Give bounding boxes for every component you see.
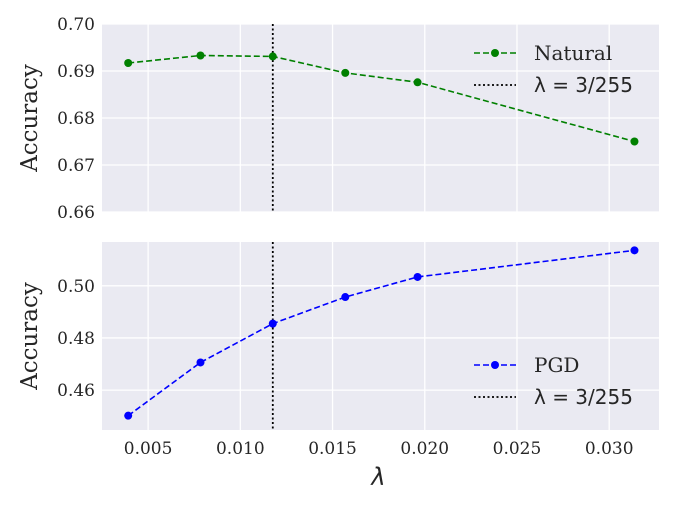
x-tick-label: 0.030: [585, 439, 634, 459]
x-axis-label: λ: [369, 463, 385, 491]
plot-background: [102, 242, 659, 430]
legend-vline-label: λ = 3/255: [534, 385, 633, 409]
legend-series-marker: [491, 361, 499, 369]
legend-series-marker: [491, 49, 499, 57]
data-point: [268, 52, 277, 61]
x-tick-label: 0.015: [308, 439, 357, 459]
data-point: [124, 411, 133, 420]
data-point: [196, 51, 205, 60]
x-tick-label: 0.025: [493, 439, 542, 459]
y-tick-label: 0.66: [57, 203, 95, 223]
data-point: [268, 319, 277, 328]
data-point: [413, 78, 422, 87]
y-axis-label: Accuracy: [17, 282, 43, 391]
x-tick-label: 0.020: [400, 439, 449, 459]
data-point: [196, 358, 205, 367]
x-tick-label: 0.010: [216, 439, 265, 459]
series-line: [128, 54, 635, 143]
panel-natural: 0.66 0.67 0.68 0.69 0.70 Accuracy Natural λ = 3…: [17, 15, 659, 223]
data-point: [124, 59, 133, 68]
y-tick-label: 0.50: [57, 277, 95, 297]
data-point: [630, 137, 639, 146]
legend-series-label: Natural: [534, 41, 612, 65]
y-tick-label: 0.68: [57, 109, 95, 129]
data-point: [630, 246, 639, 255]
series-line: [127, 249, 635, 417]
legend-vline-label: λ = 3/255: [534, 73, 633, 97]
y-axis-label: Accuracy: [17, 64, 43, 173]
y-tick-label: 0.69: [57, 62, 95, 82]
x-tick-label: 0.005: [124, 439, 173, 459]
y-tick-label: 0.67: [57, 156, 95, 176]
panel-pgd: 0.46 0.48 0.50 0.005 0.010 0.015 0.020 0.025 0.0…: [17, 242, 659, 491]
data-point: [413, 272, 422, 281]
data-point: [341, 293, 350, 302]
data-point: [341, 68, 350, 77]
y-tick-label: 0.46: [57, 381, 95, 401]
y-tick-label: 0.48: [57, 329, 95, 349]
y-tick-label: 0.70: [57, 15, 95, 35]
legend-series-label: PGD: [534, 353, 579, 377]
